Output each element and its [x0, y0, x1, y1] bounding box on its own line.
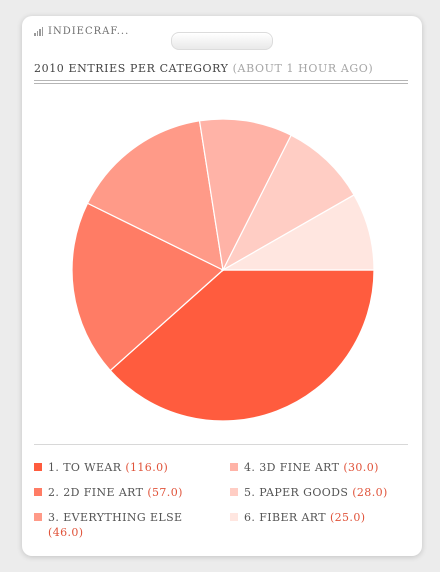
legend-label: 4. 3D FINE ART — [244, 461, 344, 474]
legend-item: 1. TO WEAR (116.0) — [34, 460, 214, 475]
legend-text: 4. 3D FINE ART (30.0) — [244, 460, 379, 475]
pie-slice-4[interactable] — [198, 118, 292, 272]
legend-swatch — [34, 513, 42, 521]
legend-text: 3. EVERYTHING ELSE (46.0) — [48, 510, 214, 540]
pie-chart — [71, 118, 375, 422]
legend-label: 1. TO WEAR — [48, 461, 126, 474]
legend-swatch — [34, 463, 42, 471]
chart-subtitle: (ABOUT 1 HOUR AGO) — [232, 62, 374, 75]
app-title: INDIECRAF... — [48, 26, 130, 37]
legend-value: (57.0) — [147, 486, 183, 499]
legend-item: 6. FIBER ART (25.0) — [230, 510, 410, 525]
pie-slice-2[interactable] — [71, 202, 225, 372]
legend-text: 1. TO WEAR (116.0) — [48, 460, 168, 475]
legend-swatch — [230, 488, 238, 496]
legend-label: 5. PAPER GOODS — [244, 486, 353, 499]
legend-value: (46.0) — [48, 526, 84, 539]
legend-swatch — [34, 488, 42, 496]
chart-title: 2010 ENTRIES PER CATEGORY — [34, 62, 229, 75]
legend-item: 5. PAPER GOODS (28.0) — [230, 485, 410, 500]
legend-label: 3. EVERYTHING ELSE — [48, 511, 183, 524]
signal-bars-icon — [34, 27, 43, 36]
legend-text: 5. PAPER GOODS (28.0) — [244, 485, 388, 500]
pie-slice-1[interactable] — [109, 269, 375, 422]
legend-label: 2. 2D FINE ART — [48, 486, 148, 499]
legend-label: 6. FIBER ART — [244, 511, 330, 524]
legend-item: 3. EVERYTHING ELSE (46.0) — [34, 510, 214, 540]
pie-slice-3[interactable] — [86, 120, 224, 272]
chart-heading: 2010 ENTRIES PER CATEGORY (ABOUT 1 HOUR … — [34, 62, 410, 75]
legend-item: 4. 3D FINE ART (30.0) — [230, 460, 410, 475]
legend-text: 2. 2D FINE ART (57.0) — [48, 485, 183, 500]
legend-value: (25.0) — [329, 511, 366, 524]
legend-value: (28.0) — [352, 486, 388, 499]
pie-slice-5[interactable] — [221, 134, 355, 272]
widget-card: INDIECRAF... 2010 ENTRIES PER CATEGORY (… — [22, 16, 422, 556]
pie-slice-6[interactable] — [220, 194, 375, 271]
legend-divider — [34, 444, 408, 445]
legend-swatch — [230, 463, 238, 471]
drag-handle[interactable] — [171, 32, 273, 50]
heading-rule — [34, 80, 408, 81]
legend-value: (30.0) — [343, 461, 379, 474]
widget-header: INDIECRAF... — [34, 26, 129, 37]
legend-swatch — [230, 513, 238, 521]
heading-rule — [34, 83, 408, 84]
legend-value: (116.0) — [125, 461, 169, 474]
legend-text: 6. FIBER ART (25.0) — [244, 510, 365, 525]
legend-item: 2. 2D FINE ART (57.0) — [34, 485, 214, 500]
